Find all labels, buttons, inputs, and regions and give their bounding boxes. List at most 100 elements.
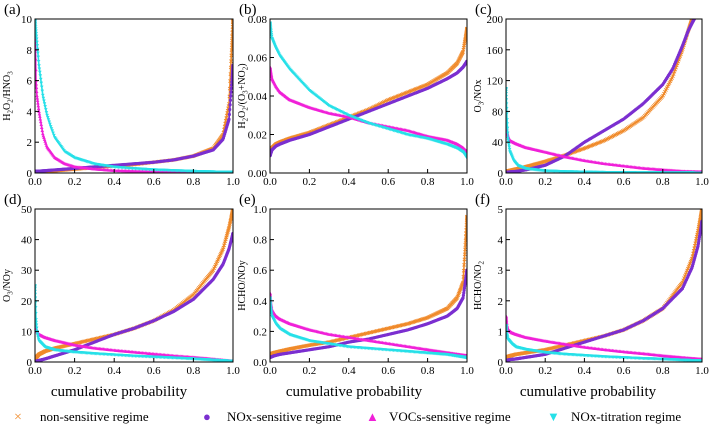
x-tick-label: 1.0 — [460, 365, 474, 377]
series-line — [35, 65, 233, 173]
x-tick-label: 1.0 — [226, 176, 240, 188]
y-tick-label: 0.0 — [253, 357, 267, 369]
y-axis-label: H2​O2​/(O3​+NO2​) — [237, 63, 250, 128]
series-line — [270, 297, 467, 359]
series-line — [270, 60, 467, 156]
series-non-sensitive — [270, 26, 467, 154]
x-tick-label: 0.8 — [421, 176, 435, 188]
series-point — [231, 209, 233, 211]
x-tick-label: 0.6 — [147, 176, 161, 188]
y-tick-label: 0.00 — [248, 168, 268, 180]
y-tick-label: 40 — [492, 137, 504, 149]
panel-e: 0.00.20.40.60.81.00.0 0.2 0.4 0.6 0.8 1.0(e)H… — [237, 192, 474, 377]
plot-area — [270, 21, 467, 160]
plot-area — [506, 19, 702, 173]
x-tick-label: 0.8 — [187, 176, 201, 188]
series-vocs-sensitive — [270, 65, 467, 154]
x-tick-label: 0.4 — [342, 176, 356, 188]
y-axis-label: HCHO/NOy — [237, 260, 248, 311]
x-tick-label: 0.6 — [617, 176, 631, 188]
x-tick-label: 0.2 — [303, 176, 317, 188]
y-tick-label: 0.8 — [253, 235, 267, 247]
y-axis-label: O3​/NOy — [2, 269, 15, 302]
panel-label: (e) — [239, 192, 256, 208]
series-line — [270, 28, 467, 153]
axes-frame — [505, 18, 703, 174]
plot-area — [506, 209, 702, 362]
series-point — [465, 214, 467, 219]
series-line — [35, 285, 233, 362]
axes-frame — [269, 18, 468, 174]
axes-frame — [34, 18, 234, 174]
plot-area — [35, 19, 233, 173]
series-non-sensitive — [506, 209, 702, 360]
x-tick-label: 0.0 — [263, 365, 277, 377]
y-tick-label: 120 — [487, 76, 504, 88]
panels: 02468100.00.20.40.60.81.0(a)H2​O2​/HNO3​… — [2, 2, 709, 377]
x-tick-label: 0.2 — [68, 176, 82, 188]
series-line — [270, 293, 467, 357]
series-line — [506, 88, 702, 173]
x-tick-label: 1.0 — [226, 365, 240, 377]
y-tick-label: 200 — [487, 14, 504, 26]
x-tick-label: 0.4 — [107, 365, 121, 377]
series-nox-titration — [35, 284, 233, 362]
y-tick-label: 0 — [27, 168, 33, 180]
y-tick-label: 10 — [21, 326, 33, 338]
y-tick-label: 20 — [21, 296, 33, 308]
series-nox-sensitive — [270, 59, 467, 158]
y-tick-label: 10 — [21, 14, 33, 26]
series-nox-titration — [35, 19, 233, 173]
series-non-sensitive — [270, 214, 467, 357]
x-tick-label: 0.4 — [107, 176, 121, 188]
panel-label: (c) — [475, 2, 492, 18]
x-tick-label: 0.8 — [187, 365, 201, 377]
y-tick-label: 30 — [21, 265, 33, 277]
series-point — [231, 19, 233, 21]
y-tick-label: 0 — [27, 357, 33, 369]
panel-label: (d) — [4, 192, 22, 208]
panel-label: (b) — [239, 2, 257, 18]
y-tick-label: 50 — [21, 204, 33, 216]
x-tick-label: 0.4 — [342, 365, 356, 377]
axes-frame — [269, 208, 468, 363]
series-point — [465, 26, 467, 31]
plot-area — [35, 209, 233, 362]
axes-frame — [34, 208, 234, 363]
y-tick-label: 0.6 — [253, 265, 267, 277]
y-tick-label: 1.0 — [253, 204, 267, 216]
x-tick-label: 0.2 — [68, 365, 82, 377]
panel-b: 0.000.020.040.060.080.0 0.2 0.4 0.6 0.8 1.0(b… — [237, 2, 474, 188]
series-line — [35, 19, 233, 173]
y-tick-label: 0.4 — [253, 296, 267, 308]
x-tick-label: 0.2 — [538, 176, 552, 188]
series-line — [270, 22, 467, 159]
y-tick-label: 40 — [21, 235, 33, 247]
y-tick-label: 160 — [487, 45, 504, 57]
y-tick-label: 0 — [498, 168, 504, 180]
y-tick-label: 0.06 — [248, 53, 268, 65]
y-axis-label: O3​/NOx — [473, 80, 486, 113]
series-point — [700, 209, 702, 211]
series-nox-sensitive — [506, 219, 702, 362]
x-tick-label: 0.0 — [28, 365, 42, 377]
plot-area — [270, 214, 467, 360]
x-tick-label: 0.0 — [263, 176, 277, 188]
x-tick-label: 1.0 — [460, 176, 474, 188]
y-tick-label: 0.08 — [248, 14, 268, 26]
x-tick-label: 0.0 — [28, 176, 42, 188]
x-tick-label: 0.8 — [656, 176, 670, 188]
series-non-sensitive — [35, 209, 233, 361]
x-tick-label: 0.4 — [578, 176, 592, 188]
x-tick-label: 0.0 — [499, 176, 513, 188]
series-line — [35, 209, 233, 360]
series-line — [35, 233, 233, 362]
y-tick-label: 4 — [27, 106, 33, 118]
series-nox-sensitive — [35, 63, 233, 173]
x-tick-label: 0.8 — [421, 365, 435, 377]
panel-label: (a) — [4, 2, 21, 18]
